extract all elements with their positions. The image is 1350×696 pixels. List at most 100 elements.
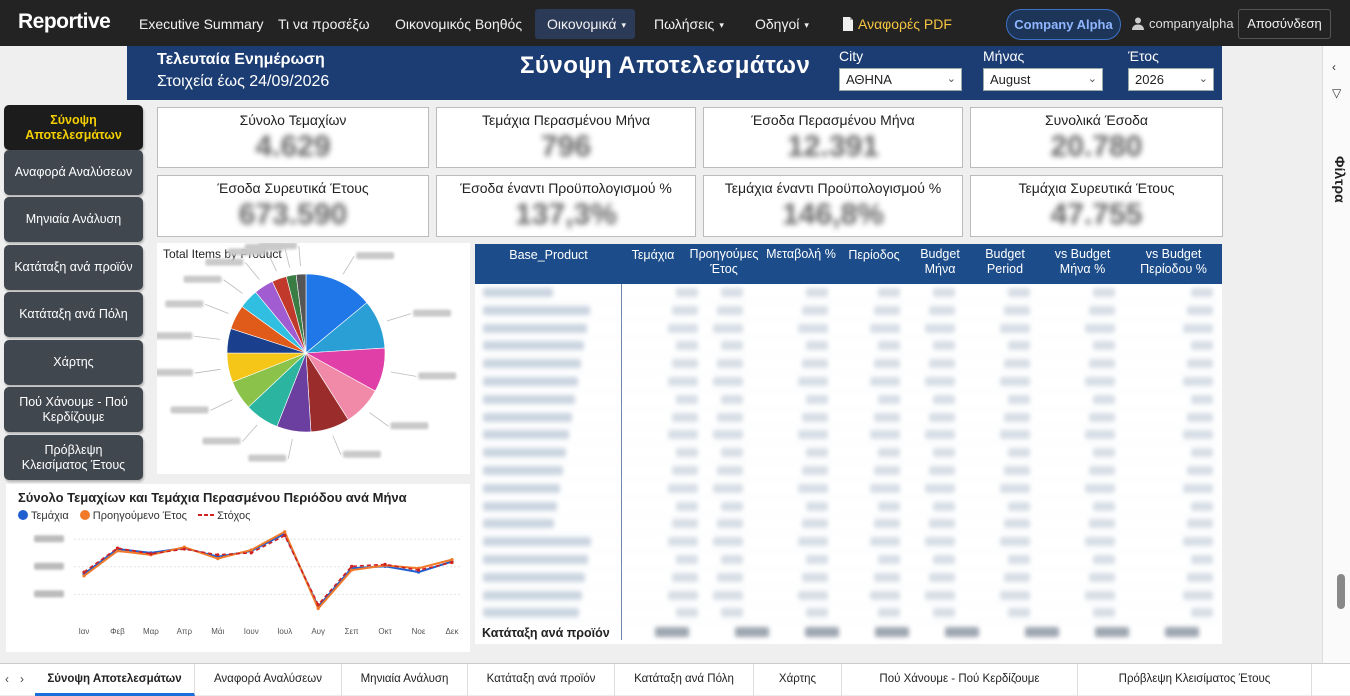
sidebar-item-synopsi[interactable]: Σύνοψη Αποτελεσμάτων bbox=[4, 105, 143, 150]
chevron-left-icon[interactable]: ‹ bbox=[1332, 60, 1336, 74]
series-point[interactable] bbox=[283, 534, 287, 538]
nav-oikonomika-dropdown[interactable]: Οικονομικά ▾ bbox=[535, 9, 635, 39]
series-point[interactable] bbox=[216, 557, 220, 561]
filter-month-select[interactable]: August ⌄ bbox=[983, 68, 1103, 91]
series-point[interactable] bbox=[182, 547, 186, 551]
logout-button[interactable]: Αποσύνδεση bbox=[1238, 9, 1331, 39]
filter-city-select[interactable]: ΑΘΗΝΑ ⌄ bbox=[839, 68, 962, 91]
table-cell bbox=[676, 608, 698, 618]
pie-chart[interactable] bbox=[157, 243, 470, 474]
table-row[interactable] bbox=[475, 373, 1222, 391]
sidebar-item-katataxi-proion[interactable]: Κατάταξη ανά προϊόν bbox=[4, 245, 143, 290]
col-header-metavoli[interactable]: Μεταβολή % bbox=[766, 247, 836, 261]
col-header-vs-budget-periodou[interactable]: vs Budget Περίοδου % bbox=[1140, 247, 1207, 276]
series-point[interactable] bbox=[249, 551, 253, 555]
series-point[interactable] bbox=[283, 530, 287, 534]
table-row[interactable] bbox=[475, 320, 1222, 338]
nav-executive-summary[interactable]: Executive Summary bbox=[127, 9, 275, 39]
table-row[interactable] bbox=[475, 391, 1222, 409]
series-point[interactable] bbox=[82, 570, 86, 574]
tab-katataxi-poli[interactable]: Κατάταξη ανά Πόλη bbox=[615, 664, 754, 696]
sidebar-item-xartis[interactable]: Χάρτης bbox=[4, 340, 143, 385]
table-row[interactable] bbox=[475, 569, 1222, 587]
table-row[interactable] bbox=[475, 409, 1222, 427]
sidebar-item-miniaia-analysi[interactable]: Μηνιαία Ανάλυση bbox=[4, 197, 143, 242]
series-point[interactable] bbox=[383, 562, 387, 566]
series-point[interactable] bbox=[450, 560, 454, 565]
col-header-proigoumenes-etos[interactable]: Προηγούμες Έτος bbox=[689, 247, 759, 276]
series-point[interactable] bbox=[216, 553, 220, 557]
col-header-periodos[interactable]: Περίοδος bbox=[848, 248, 900, 262]
series-point[interactable] bbox=[115, 549, 120, 553]
table-cell bbox=[1191, 341, 1213, 351]
tab-katataxi-proion[interactable]: Κατάταξη ανά προϊόν bbox=[468, 664, 615, 696]
company-selector[interactable]: Company Alpha bbox=[1006, 9, 1121, 40]
table-row[interactable] bbox=[475, 337, 1222, 356]
series-point[interactable] bbox=[350, 568, 354, 572]
table-row[interactable] bbox=[475, 587, 1222, 605]
series-point[interactable] bbox=[82, 574, 86, 578]
col-header-budget-period[interactable]: Budget Period bbox=[985, 247, 1025, 276]
scrollbar-thumb[interactable] bbox=[1337, 574, 1345, 609]
table-cell bbox=[676, 394, 698, 404]
nav-ti-na-prosexo[interactable]: Τι να προσέξω bbox=[266, 9, 382, 39]
kpi-value: 796 bbox=[540, 130, 592, 163]
table-cell bbox=[672, 305, 698, 315]
series-point[interactable] bbox=[416, 568, 421, 572]
legend-item[interactable]: Προηγούμενο Έτος bbox=[79, 510, 187, 522]
user-menu[interactable]: companyalpha bbox=[1132, 16, 1234, 31]
tab-xartis[interactable]: Χάρτης bbox=[754, 664, 842, 696]
nav-odigoi-dropdown[interactable]: Οδηγοί ▾ bbox=[743, 9, 821, 39]
table-row[interactable] bbox=[475, 355, 1222, 374]
x-tick-label: Αυγ bbox=[311, 627, 325, 636]
tab-miniaia-analysi[interactable]: Μηνιαία Ανάλυση bbox=[342, 664, 468, 696]
sidebar-item-pou-xanoume[interactable]: Πού Χάνουμε - Πού Κερδίζουμε bbox=[4, 387, 143, 432]
col-header-temaxia[interactable]: Τεμάχια bbox=[631, 248, 675, 262]
series-point[interactable] bbox=[249, 548, 253, 552]
col-header-base-product[interactable]: Base_Product bbox=[509, 248, 588, 262]
sidebar-item-katataxi-poli[interactable]: Κατάταξη ανά Πόλη bbox=[4, 292, 143, 337]
legend-item[interactable]: Στόχος bbox=[198, 510, 250, 522]
filters-pane[interactable]: ‹ ▽ Φίλτρα bbox=[1322, 46, 1350, 663]
line-chart[interactable]: Ιαν Φεβ Μαρ Απρ Μάι Ιουν Ιουλ Αυγ Σεπ Οκτ Νοε Δεκ bbox=[6, 484, 470, 652]
table-row[interactable] bbox=[475, 515, 1222, 534]
legend-item[interactable]: Τεμάχια bbox=[18, 510, 69, 522]
tab-synopsi[interactable]: Σύνοψη Αποτελεσμάτων bbox=[35, 664, 195, 696]
table-row[interactable] bbox=[475, 284, 1222, 302]
tab-prev-icon[interactable]: ‹ bbox=[5, 672, 9, 686]
series-line[interactable] bbox=[83, 532, 453, 609]
line-chart-title: Σύνολο Τεμαχίων και Τεμάχια Περασμένου Π… bbox=[18, 490, 407, 505]
sidebar-item-provlepsi[interactable]: Πρόβλεψη Κλεισίματος Έτους bbox=[4, 435, 143, 480]
table-row[interactable] bbox=[475, 302, 1222, 320]
pie-slice[interactable] bbox=[305, 273, 368, 354]
nav-pdf-reports[interactable]: Αναφορές PDF bbox=[830, 9, 964, 39]
tab-next-icon[interactable]: › bbox=[20, 672, 24, 686]
series-line[interactable] bbox=[83, 534, 453, 607]
col-header-budget-mina[interactable]: Budget Μήνα bbox=[920, 247, 960, 276]
col-header-vs-budget-mina[interactable]: vs Budget Μήνα % bbox=[1054, 247, 1111, 276]
table-row[interactable] bbox=[475, 462, 1222, 480]
table-row[interactable] bbox=[475, 551, 1222, 569]
series-point[interactable] bbox=[115, 546, 120, 550]
nav-oikonomikos-voithos[interactable]: Οικονομικός Βοηθός bbox=[383, 9, 534, 39]
series-point[interactable] bbox=[316, 606, 320, 611]
tab-anafora-analyseon[interactable]: Αναφορά Αναλύσεων bbox=[195, 664, 342, 696]
table-row[interactable] bbox=[475, 480, 1222, 498]
table-row[interactable] bbox=[475, 604, 1222, 623]
nav-poliseis-dropdown[interactable]: Πωλήσεις ▾ bbox=[642, 9, 736, 39]
brand-logo[interactable]: Reportive bbox=[18, 10, 111, 33]
pie-slice[interactable] bbox=[295, 273, 307, 354]
table-row[interactable] bbox=[475, 533, 1222, 552]
filter-year-select[interactable]: 2026 ⌄ bbox=[1128, 68, 1214, 91]
table-cell bbox=[802, 466, 828, 475]
sidebar-item-anafora-analyseon[interactable]: Αναφορά Αναλύσεων bbox=[4, 150, 143, 195]
series-point[interactable] bbox=[350, 564, 354, 568]
series-point[interactable] bbox=[149, 552, 153, 556]
tab-pou-xanoume[interactable]: Πού Χάνουμε - Πού Κερδίζουμε bbox=[842, 664, 1078, 696]
tab-provlepsi[interactable]: Πρόβλεψη Κλεισίματος Έτους bbox=[1078, 664, 1312, 696]
series-point[interactable] bbox=[450, 558, 454, 562]
series-point[interactable] bbox=[316, 603, 320, 607]
table-row[interactable] bbox=[475, 444, 1222, 463]
table-row[interactable] bbox=[475, 498, 1222, 516]
table-row[interactable] bbox=[475, 426, 1222, 445]
